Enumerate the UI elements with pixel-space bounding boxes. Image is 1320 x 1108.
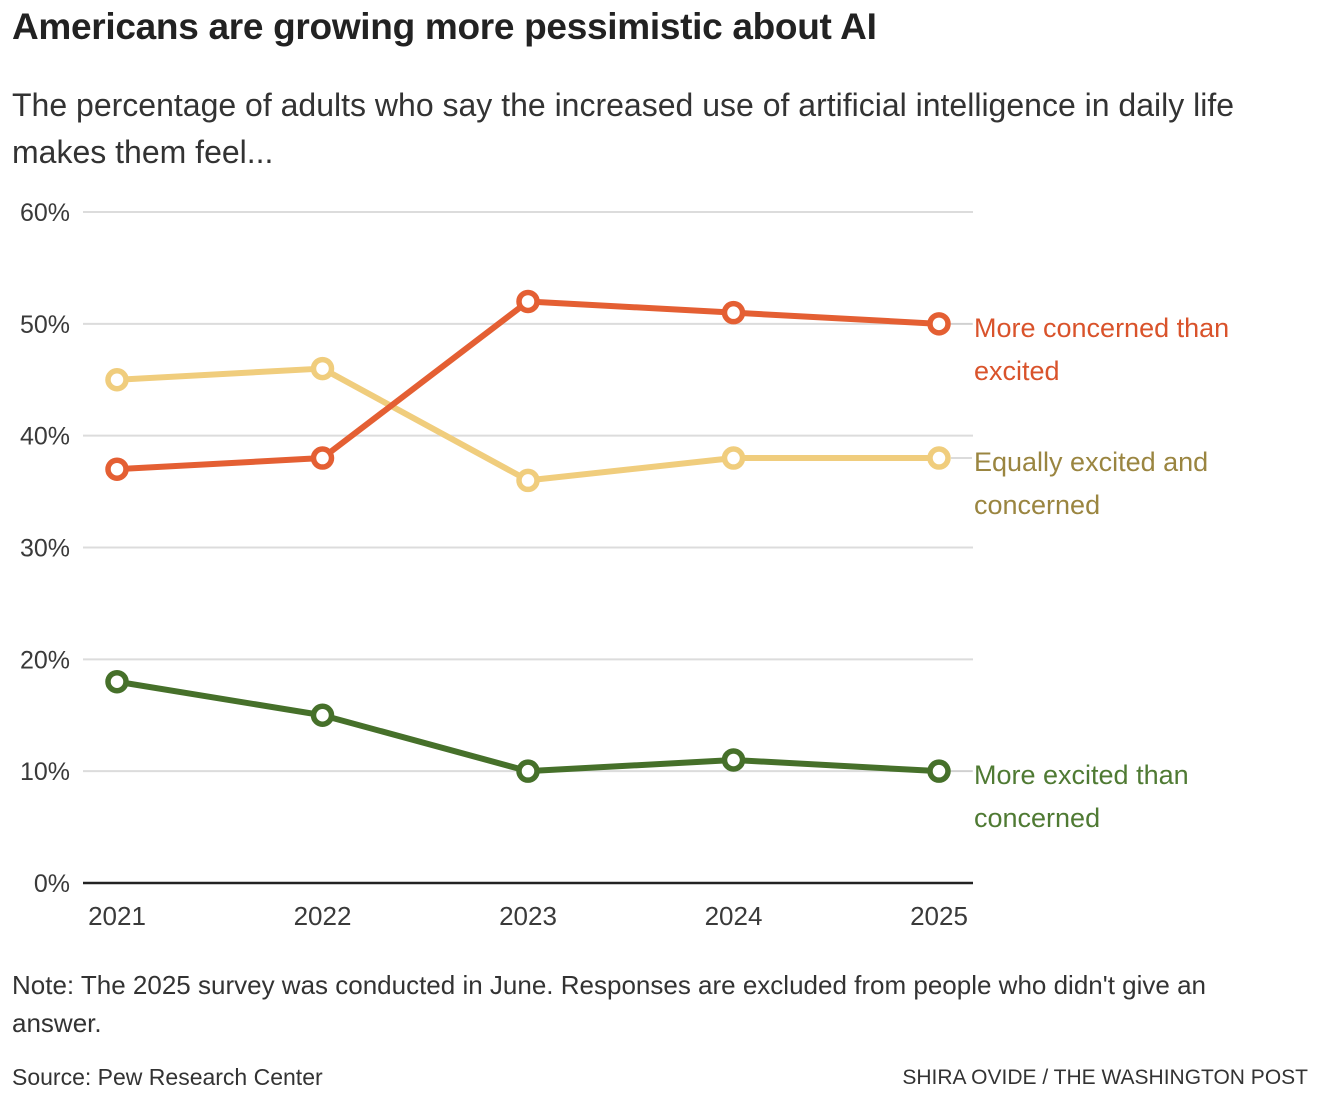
y-tick-label: 0% bbox=[34, 870, 70, 898]
series-label-more-concerned-than-excited: More concerned than bbox=[974, 313, 1229, 343]
data-point-more-excited-than-concerned bbox=[927, 759, 951, 783]
data-point-equally-excited-and-concerned bbox=[721, 446, 746, 470]
y-tick-label: 60% bbox=[20, 199, 70, 227]
data-point-more-excited-than-concerned bbox=[721, 748, 746, 772]
y-axis-ticks: 0% 10% 20% 30% 40% 50% 60% bbox=[20, 199, 70, 898]
data-point-more-concerned-than-excited bbox=[927, 312, 951, 336]
chart-subtitle: The percentage of adults who say the inc… bbox=[12, 87, 1235, 170]
series-label-more-excited-than-concerned: More excited than bbox=[974, 760, 1189, 790]
data-point-equally-excited-and-concerned bbox=[516, 468, 540, 493]
series-label-equally-excited-and-concerned: concerned bbox=[974, 490, 1100, 520]
data-point-more-concerned-than-excited bbox=[721, 300, 746, 325]
gridlines bbox=[83, 211, 973, 885]
series-line-more-excited-than-concerned bbox=[114, 678, 942, 775]
y-tick-label: 50% bbox=[20, 311, 70, 339]
x-tick-label: 2024 bbox=[705, 901, 763, 931]
data-point-more-excited-than-concerned bbox=[105, 669, 129, 694]
x-tick-label: 2022 bbox=[294, 901, 352, 931]
series-label-more-excited-than-concerned: concerned bbox=[974, 803, 1100, 833]
chart-credit: SHIRA OVIDE / THE WASHINGTON POST bbox=[902, 1066, 1308, 1089]
data-point-equally-excited-and-concerned bbox=[310, 356, 335, 381]
y-tick-label: 30% bbox=[20, 535, 70, 563]
x-tick-label: 2023 bbox=[499, 901, 557, 931]
chart-title: Americans are growing more pessimistic a… bbox=[12, 6, 877, 47]
data-point-more-excited-than-concerned bbox=[516, 759, 540, 783]
data-point-more-concerned-than-excited bbox=[516, 289, 540, 314]
y-tick-label: 40% bbox=[20, 423, 70, 451]
x-axis-ticks: 2021 2022 2023 2024 2025 bbox=[88, 901, 968, 931]
data-point-equally-excited-and-concerned bbox=[105, 368, 129, 392]
series-label-equally-excited-and-concerned: Equally excited and bbox=[974, 447, 1208, 477]
series-label-more-concerned-than-excited: excited bbox=[974, 356, 1060, 386]
x-tick-label: 2021 bbox=[88, 901, 146, 931]
y-tick-label: 20% bbox=[20, 646, 70, 674]
data-point-more-concerned-than-excited bbox=[105, 457, 129, 481]
data-point-more-concerned-than-excited bbox=[310, 446, 335, 470]
chart-note: Note: The 2025 survey was conducted in J… bbox=[12, 970, 1206, 1038]
series-labels: More concerned than excited Equally excite… bbox=[951, 313, 1229, 833]
chart-source: Source: Pew Research Center bbox=[12, 1064, 323, 1090]
series-line-more-concerned-than-excited bbox=[114, 298, 942, 473]
series-group bbox=[105, 289, 951, 783]
y-tick-label: 10% bbox=[20, 758, 70, 786]
x-tick-label: 2025 bbox=[910, 901, 968, 931]
data-point-more-excited-than-concerned bbox=[310, 703, 335, 727]
data-point-equally-excited-and-concerned bbox=[927, 446, 951, 470]
